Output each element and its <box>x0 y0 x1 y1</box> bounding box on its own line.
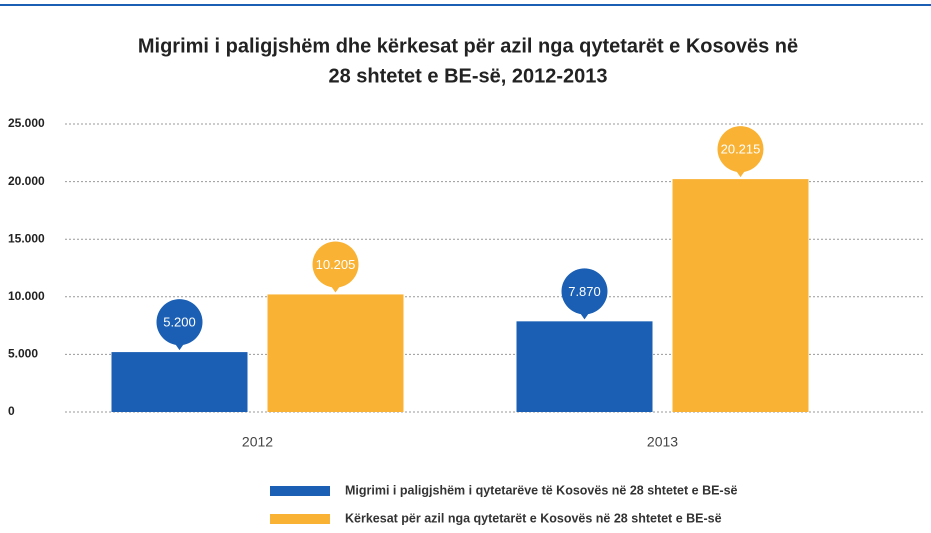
legend-swatch <box>270 514 330 524</box>
chart-title: Migrimi i paligjshëm dhe kërkesat për az… <box>138 35 798 57</box>
y-tick-label: 15.000 <box>8 231 45 245</box>
data-label: 7.870 <box>568 284 601 299</box>
x-tick-label: 2012 <box>242 434 273 450</box>
bar <box>672 179 809 412</box>
callout <box>561 268 608 315</box>
bar <box>111 352 248 412</box>
data-label: 5.200 <box>163 315 196 330</box>
callout <box>156 299 203 346</box>
data-label: 10.205 <box>316 257 356 272</box>
bar <box>267 294 404 412</box>
callout <box>717 126 764 173</box>
legend-swatch <box>270 486 330 496</box>
top-border <box>0 4 931 6</box>
bar <box>516 321 653 412</box>
x-tick-label: 2013 <box>647 434 678 450</box>
legend-label: Migrimi i paligjshëm i qytetarëve të Kos… <box>345 483 738 497</box>
callout <box>312 241 359 288</box>
chart-title: 28 shtetet e BE-së, 2012-2013 <box>328 65 607 87</box>
y-tick-label: 0 <box>8 404 15 418</box>
y-tick-label: 25.000 <box>8 116 45 130</box>
y-tick-label: 10.000 <box>8 289 45 303</box>
y-tick-label: 5.000 <box>8 347 38 361</box>
legend-label: Kërkesat për azil nga qytetarët e Kosovë… <box>345 511 722 525</box>
y-tick-label: 20.000 <box>8 174 45 188</box>
data-label: 20.215 <box>721 142 761 157</box>
